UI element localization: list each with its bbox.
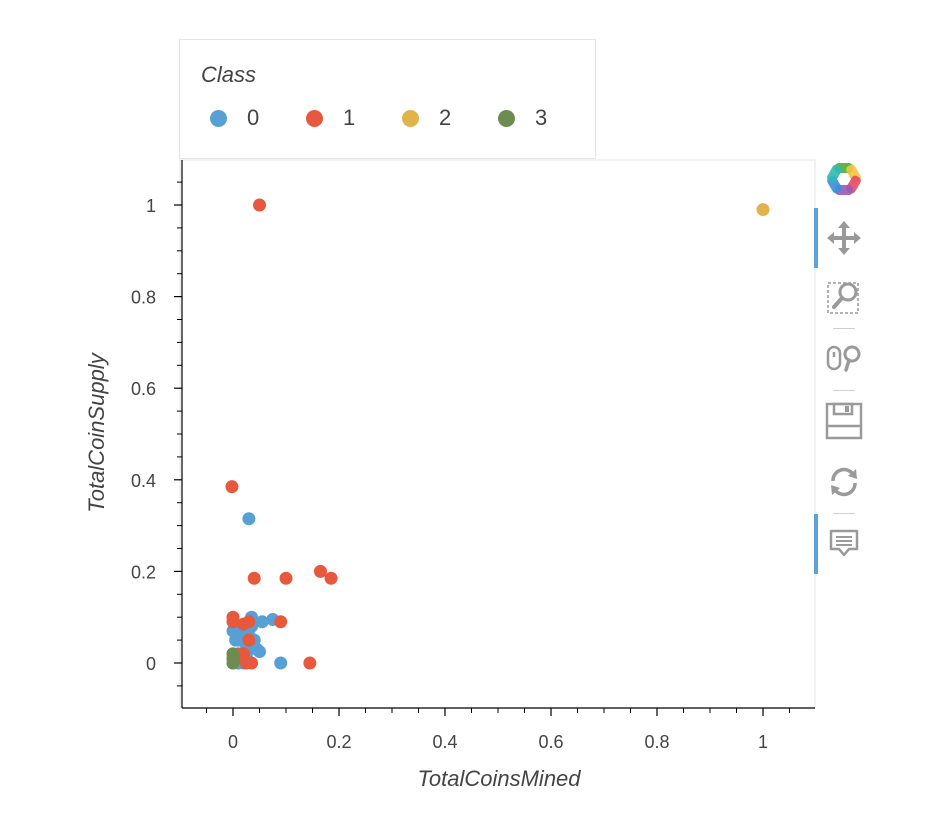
- axes: 0 0.2 0.4 0.6 0.8 1 0 0.2 0.4 0.6 0.8 1: [131, 160, 815, 752]
- legend-item-class-1[interactable]: 1: [306, 105, 355, 131]
- legend-item-class-2[interactable]: 2: [402, 105, 451, 131]
- x-axis-label: TotalCoinsMined: [417, 766, 581, 791]
- legend-item-class-0[interactable]: 0: [210, 105, 259, 131]
- data-point-class-1: [225, 480, 239, 494]
- data-points: [225, 198, 770, 670]
- toolbar: [812, 155, 872, 595]
- data-point-class-3: [227, 654, 241, 668]
- data-point-class-0: [242, 512, 256, 526]
- legend-label: 3: [535, 105, 548, 130]
- x-tick-label: 0: [228, 732, 238, 752]
- x-tick-label: 0.4: [432, 732, 457, 752]
- save-icon[interactable]: [824, 401, 864, 441]
- x-tick-label: 0.6: [538, 732, 563, 752]
- legend-item-class-3[interactable]: 3: [498, 105, 547, 131]
- hover-tool-active-indicator: [814, 514, 818, 574]
- data-point-class-0: [253, 645, 266, 659]
- legend-title: Class: [201, 62, 257, 87]
- legend-label: 1: [343, 105, 356, 130]
- toolbar-divider: [833, 328, 855, 329]
- data-point-class-1: [242, 633, 256, 647]
- data-point-class-1: [274, 615, 288, 629]
- data-point-class-1: [245, 656, 259, 670]
- plot-frame: [179, 159, 816, 709]
- legend-swatch: [402, 109, 419, 127]
- x-tick-label: 1: [758, 732, 768, 752]
- legend-swatch: [498, 109, 515, 127]
- legend-label: 2: [439, 105, 452, 130]
- y-tick-label: 0: [146, 654, 156, 674]
- legend-swatch: [306, 109, 323, 127]
- y-tick-label: 0.2: [131, 562, 156, 582]
- wheel-zoom-icon[interactable]: [824, 338, 864, 378]
- reset-icon[interactable]: [824, 462, 864, 502]
- hover-icon[interactable]: [824, 524, 864, 564]
- legend-label: 0: [247, 105, 260, 130]
- x-tick-label: 0.8: [644, 732, 669, 752]
- toolbar-divider: [833, 390, 855, 391]
- data-point-class-0: [274, 656, 288, 670]
- data-point-class-1: [324, 571, 338, 585]
- data-point-class-2: [756, 203, 770, 217]
- data-point-class-1: [242, 615, 256, 629]
- legend: Class 0 1 2 3: [179, 39, 596, 159]
- legend-swatch: [210, 109, 227, 127]
- pan-icon[interactable]: [824, 218, 864, 258]
- y-tick-label: 0.4: [131, 471, 156, 491]
- data-point-class-1: [247, 571, 261, 585]
- y-tick-label: 0.6: [131, 379, 156, 399]
- data-point-class-1: [279, 571, 293, 585]
- data-point-class-1: [226, 615, 240, 629]
- data-point-class-1: [303, 656, 317, 670]
- y-axis-label: TotalCoinSupply: [84, 351, 109, 512]
- toolbar-divider: [833, 513, 855, 514]
- y-tick-label: 0.8: [131, 288, 156, 308]
- bokeh-logo-icon[interactable]: [824, 159, 864, 199]
- x-tick-label: 0.2: [326, 732, 351, 752]
- y-tick-label: 1: [146, 196, 156, 216]
- pan-tool-active-indicator: [814, 208, 818, 268]
- box-zoom-icon[interactable]: [824, 277, 864, 317]
- data-point-class-1: [253, 198, 266, 212]
- data-point-class-1: [313, 564, 327, 578]
